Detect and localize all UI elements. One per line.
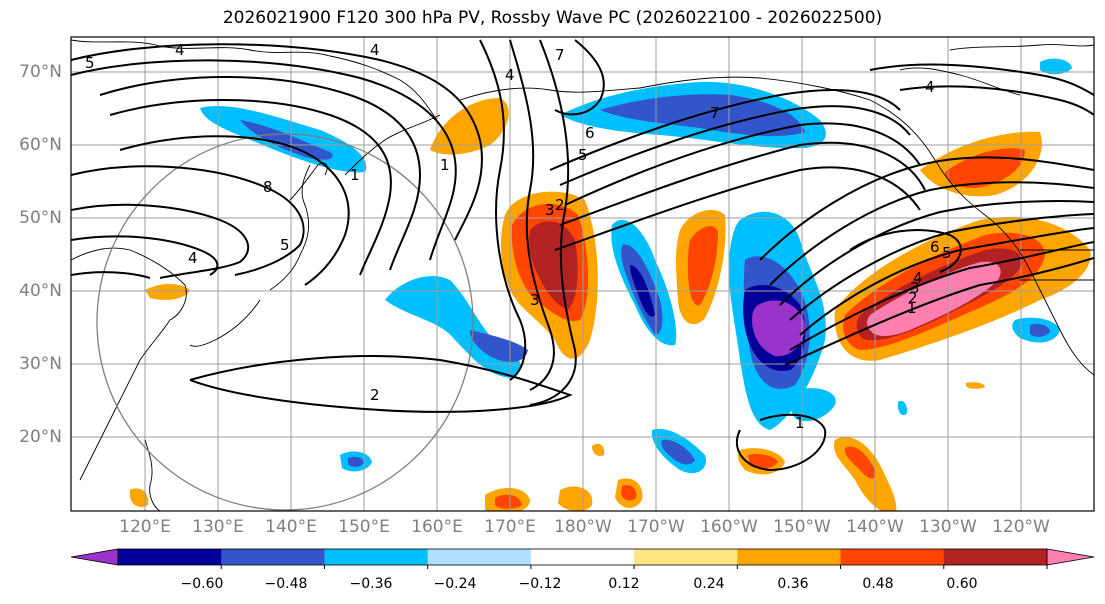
lon-label: 170°E: [484, 517, 536, 537]
colorbar-segment: [840, 549, 945, 565]
colorbar-segment: [530, 549, 635, 565]
contour-label: 4: [913, 269, 923, 287]
lon-label: 160°E: [411, 517, 463, 537]
contour-label: 1: [440, 156, 450, 174]
contour-label: 5: [942, 244, 952, 262]
lat-label: 40°N: [19, 281, 62, 301]
coastlines: [71, 39, 1094, 511]
contour-label: 7: [710, 104, 720, 122]
colorbar-segment: [943, 549, 1048, 565]
colorbar-tick-label: 0.48: [862, 576, 894, 592]
lon-label: 130°W: [919, 517, 977, 537]
colorbar-tick-label: 0.12: [608, 576, 640, 592]
colorbar-tick-label: −0.60: [180, 576, 224, 592]
contour-label: 1: [907, 299, 917, 317]
contour-label: 5: [578, 146, 588, 164]
contour-label: 3: [910, 279, 920, 297]
colorbar-segment: [118, 549, 222, 565]
contour-label: 3: [530, 291, 540, 309]
colorbar-segment: [634, 549, 738, 565]
lat-label: 60°N: [19, 135, 62, 155]
lat-label: 70°N: [19, 62, 62, 82]
lon-label: 140°E: [265, 517, 317, 537]
contour-label: 2: [908, 289, 918, 307]
contour-label: 6: [585, 124, 595, 142]
colorbar-tick-label: −0.24: [433, 576, 477, 592]
contour-label: 2: [370, 386, 380, 404]
map-frame: [70, 36, 1095, 512]
graticule: [71, 37, 1094, 511]
contour-label: 1: [795, 414, 805, 432]
colorbar-tick-label: −0.12: [518, 576, 562, 592]
lon-label: 150°E: [338, 517, 390, 537]
colorbar-extend-min: [70, 548, 119, 566]
contour-label: 1: [350, 166, 360, 184]
lon-label: 170°W: [627, 517, 685, 537]
lat-label: 20°N: [19, 427, 62, 447]
contour-label: 7: [555, 46, 565, 64]
colorbar-tick-label: 0.60: [946, 576, 978, 592]
lon-label: 160°W: [700, 517, 758, 537]
contour-label: 4: [188, 249, 198, 267]
lat-label: 30°N: [19, 354, 62, 374]
lon-label: 180°W: [554, 517, 612, 537]
colorbar-outline: [117, 548, 1048, 566]
lon-label: 120°W: [992, 517, 1050, 537]
lon-label: 120°E: [119, 517, 171, 537]
contour-label: 4: [925, 78, 935, 96]
contour-label: 5: [280, 236, 290, 254]
lon-label: 150°W: [773, 517, 831, 537]
lon-label: 140°W: [846, 517, 904, 537]
projection-circle: [96, 133, 474, 511]
colorbar-extend-max: [1046, 548, 1095, 566]
contour-label: 4: [370, 41, 380, 59]
map-title: 2026021900 F120 300 hPa PV, Rossby Wave …: [222, 8, 883, 28]
colorbar-tick-label: −0.36: [349, 576, 393, 592]
contour-label: 4: [175, 41, 185, 59]
pv-contours: [71, 39, 1094, 472]
contour-label: 3: [545, 201, 555, 219]
colorbar-segment: [737, 549, 842, 565]
contour-label: 5: [85, 54, 95, 72]
pv-anomaly-fills: [130, 58, 1091, 511]
contour-label: 4: [505, 66, 515, 84]
contour-label: 2: [555, 196, 565, 214]
colorbar-segment: [427, 549, 532, 565]
colorbar-segment: [324, 549, 429, 565]
colorbar-tick-label: 0.24: [693, 576, 725, 592]
colorbar-tick-label: −0.48: [264, 576, 308, 592]
lat-label: 50°N: [19, 208, 62, 228]
colorbar-tick-label: 0.36: [777, 576, 809, 592]
contour-label: 6: [930, 238, 940, 256]
contour-label: 8: [263, 178, 273, 196]
colorbar-segment: [221, 549, 325, 565]
colorbar: [70, 548, 1095, 569]
lon-label: 130°E: [192, 517, 244, 537]
contour-labels: 5 4 4 7 6 5 4 1 8 5 4 6 5 4 3 2 1 1 2 3 …: [85, 41, 952, 432]
